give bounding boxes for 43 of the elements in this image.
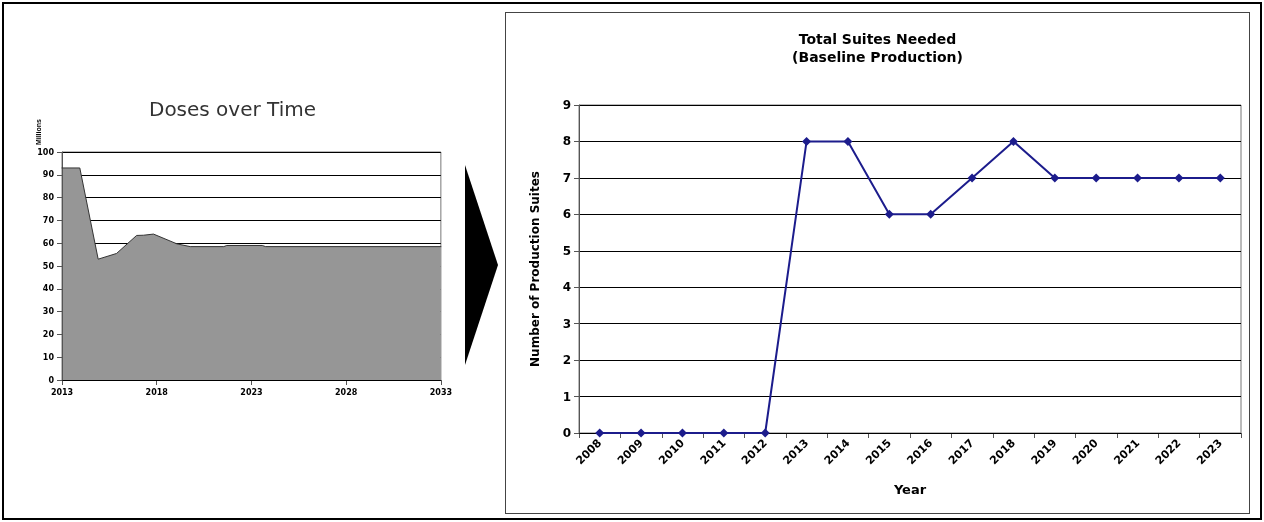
y-tick-label: 30 — [42, 307, 55, 317]
y-tick-label: 0 — [562, 426, 571, 440]
y-tick-label: 9 — [562, 98, 571, 112]
chart-subtitle: (Baseline Production) — [792, 49, 963, 65]
y-tick-label: 90 — [42, 170, 55, 180]
y-tick-label: 80 — [42, 193, 55, 203]
y-tick-label: 2 — [562, 353, 571, 368]
point — [884, 209, 894, 219]
y-tick-label: 4 — [562, 280, 571, 295]
y-tick-label: 1 — [562, 389, 571, 404]
x-tick-label: 2028 — [335, 387, 358, 397]
y-tick-label: 3 — [562, 316, 571, 331]
point — [1008, 136, 1018, 146]
chart-title: Doses over Time — [148, 97, 317, 121]
y-axis-title: Number of Production Suites — [528, 171, 542, 367]
point — [1174, 173, 1184, 183]
x-tick-label: 2013 — [50, 387, 74, 397]
point — [967, 173, 977, 183]
y-tick-label: 5 — [562, 243, 571, 258]
point — [926, 209, 936, 219]
y-tick-label: 7 — [562, 170, 571, 185]
y-tick-label: 0 — [48, 375, 55, 385]
point — [802, 136, 812, 146]
x-tick-label: 2023 — [240, 387, 263, 397]
y-tick-label: 70 — [42, 215, 55, 225]
point — [1091, 173, 1101, 183]
chart-title: Total Suites Needed — [798, 31, 957, 47]
y-tick-label: 20 — [42, 329, 55, 339]
point — [843, 136, 853, 146]
y-tick-label: 6 — [562, 207, 571, 222]
y-tick-label: 10 — [42, 352, 55, 362]
y-tick-label: 60 — [42, 238, 55, 248]
point — [760, 428, 770, 438]
x-tick-label: 2033 — [429, 387, 452, 397]
y-tick-label: 8 — [562, 134, 571, 149]
point — [1050, 173, 1060, 183]
y-tick-label: 40 — [42, 284, 55, 294]
y-tick-label: 100 — [37, 147, 55, 157]
x-tick-label: 2018 — [145, 387, 169, 397]
y-tick-label: 50 — [42, 261, 55, 271]
point — [719, 428, 729, 438]
x-axis-title: Year — [892, 482, 927, 497]
point — [636, 428, 646, 438]
